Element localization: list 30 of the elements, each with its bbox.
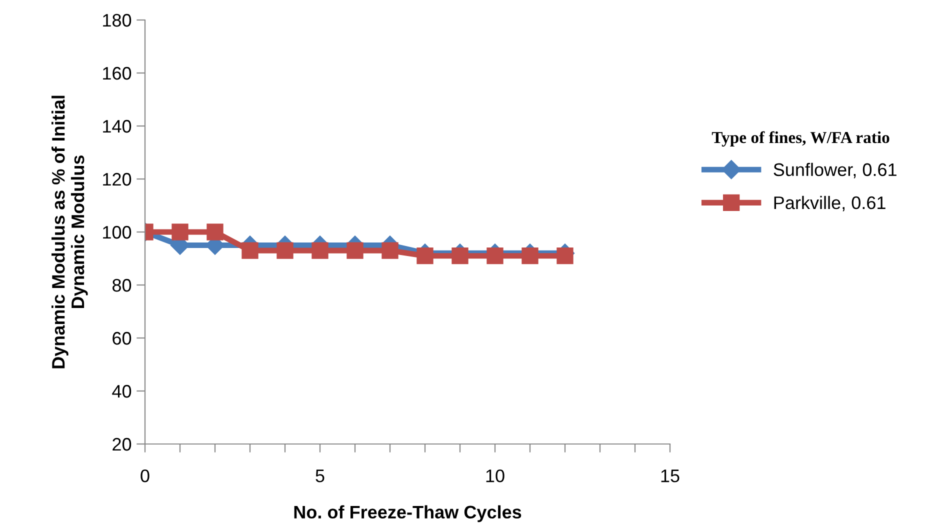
point	[242, 242, 258, 259]
x-tick-label: 0	[140, 469, 150, 482]
point	[416, 248, 434, 264]
point	[312, 242, 328, 259]
y-tick-label: 80	[112, 278, 132, 292]
point	[172, 224, 188, 240]
point	[382, 242, 398, 259]
y-tick-label: 120	[103, 172, 132, 186]
legend-label: Sunflower, 0.61	[774, 162, 896, 178]
x-tick-label: 15	[661, 470, 680, 482]
legend-title: Type of fines, W/FA ratio	[712, 131, 890, 147]
x-tick-label: 5	[316, 470, 324, 482]
x-axis-title: No. of Freeze-Thaw Cycles	[294, 505, 522, 522]
point	[556, 248, 574, 264]
y-tick-label: 100	[103, 226, 132, 239]
y-tick-label: 60	[112, 332, 132, 345]
y-tick-label: 180	[103, 14, 132, 27]
point	[486, 248, 504, 264]
y-tick-label: 20	[112, 438, 132, 451]
y-tick-label: 160	[103, 66, 132, 80]
legend-label: Parkville, 0.61	[774, 196, 886, 212]
point	[452, 248, 468, 264]
point	[206, 224, 224, 240]
y-tick-label: 140	[103, 120, 132, 133]
x-tick-label: 10	[486, 469, 504, 482]
y-tick-label: 40	[112, 384, 132, 398]
point	[522, 248, 538, 264]
point	[346, 242, 364, 259]
y-axis-title: Dynamic Modulus as % of Initial Dynamic Modulus	[52, 96, 88, 368]
point	[276, 242, 294, 259]
